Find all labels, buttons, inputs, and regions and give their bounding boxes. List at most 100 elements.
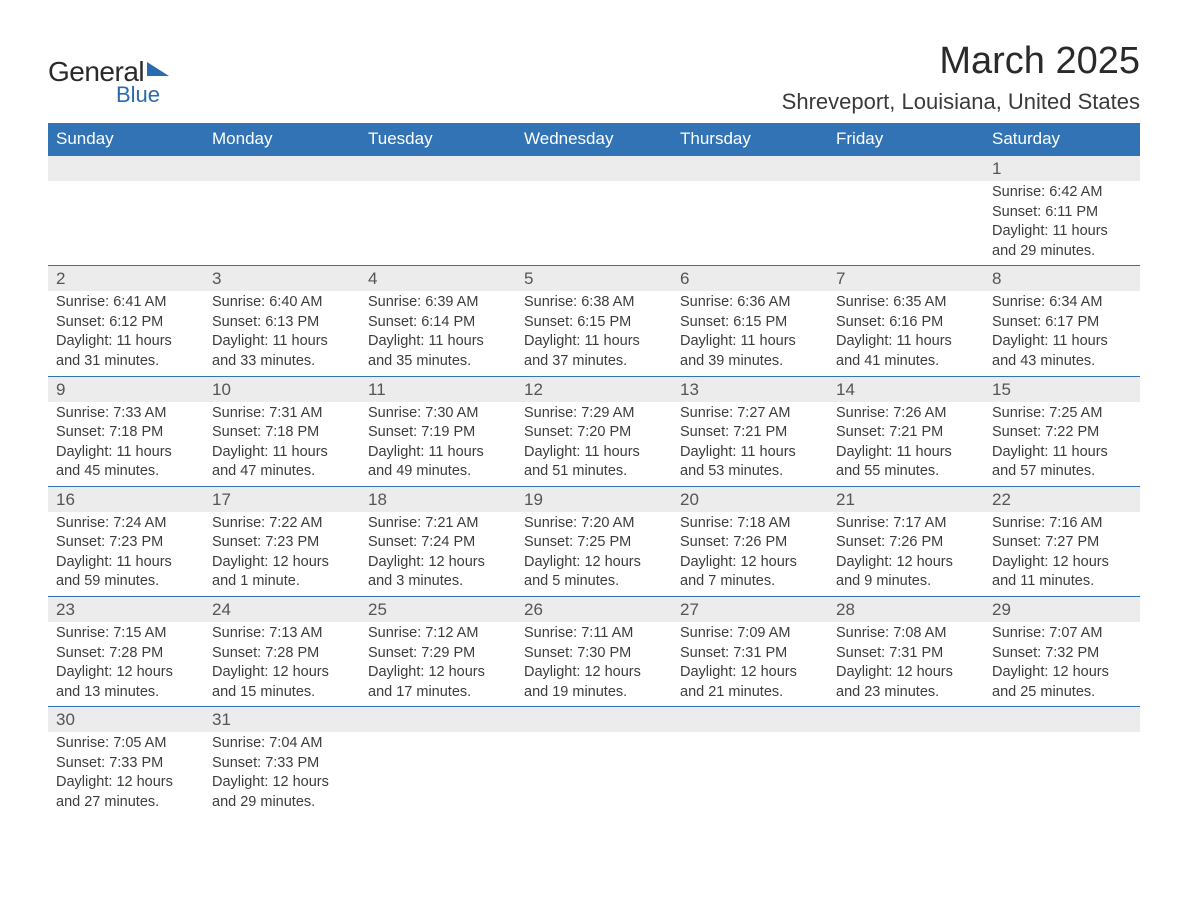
day-detail-cell: Sunrise: 7:33 AMSunset: 7:18 PMDaylight:… <box>48 402 204 487</box>
sunrise-text: Sunrise: 7:09 AM <box>680 624 820 644</box>
day-detail-cell: Sunrise: 6:38 AMSunset: 6:15 PMDaylight:… <box>516 291 672 376</box>
daylight-text: and 29 minutes. <box>212 793 352 813</box>
sunrise-text: Sunrise: 6:41 AM <box>56 293 196 313</box>
day-number-cell: 26 <box>516 597 672 623</box>
sunrise-text: Sunrise: 7:30 AM <box>368 404 508 424</box>
weekday-header: Thursday <box>672 123 828 156</box>
day-detail-cell: Sunrise: 7:08 AMSunset: 7:31 PMDaylight:… <box>828 622 984 707</box>
day-detail-cell: Sunrise: 7:15 AMSunset: 7:28 PMDaylight:… <box>48 622 204 707</box>
detail-row: Sunrise: 7:33 AMSunset: 7:18 PMDaylight:… <box>48 402 1140 487</box>
daylight-text: and 31 minutes. <box>56 352 196 372</box>
day-number-cell <box>360 707 516 733</box>
daylight-text: Daylight: 11 hours <box>992 332 1132 352</box>
sunset-text: Sunset: 7:21 PM <box>680 423 820 443</box>
daylight-text: Daylight: 11 hours <box>992 443 1132 463</box>
daylight-text: Daylight: 12 hours <box>836 663 976 683</box>
sunrise-text: Sunrise: 7:11 AM <box>524 624 664 644</box>
daylight-text: Daylight: 12 hours <box>212 773 352 793</box>
day-detail-cell <box>516 181 672 266</box>
sunset-text: Sunset: 7:26 PM <box>836 533 976 553</box>
daylight-text: Daylight: 12 hours <box>368 553 508 573</box>
day-number-cell: 10 <box>204 376 360 402</box>
daylight-text: and 3 minutes. <box>368 572 508 592</box>
day-number-cell: 22 <box>984 486 1140 512</box>
sunrise-text: Sunrise: 7:15 AM <box>56 624 196 644</box>
day-detail-cell <box>828 181 984 266</box>
sunrise-text: Sunrise: 6:39 AM <box>368 293 508 313</box>
day-number-cell: 20 <box>672 486 828 512</box>
sunrise-text: Sunrise: 7:29 AM <box>524 404 664 424</box>
sunrise-text: Sunrise: 6:38 AM <box>524 293 664 313</box>
sunset-text: Sunset: 6:17 PM <box>992 313 1132 333</box>
sunset-text: Sunset: 6:11 PM <box>992 203 1132 223</box>
day-detail-cell: Sunrise: 7:31 AMSunset: 7:18 PMDaylight:… <box>204 402 360 487</box>
sunrise-text: Sunrise: 6:40 AM <box>212 293 352 313</box>
day-number-cell: 31 <box>204 707 360 733</box>
daylight-text: and 39 minutes. <box>680 352 820 372</box>
sunset-text: Sunset: 7:31 PM <box>836 644 976 664</box>
day-number-cell <box>516 156 672 182</box>
weekday-header: Wednesday <box>516 123 672 156</box>
day-detail-cell: Sunrise: 6:35 AMSunset: 6:16 PMDaylight:… <box>828 291 984 376</box>
daylight-text: and 27 minutes. <box>56 793 196 813</box>
daylight-text: and 35 minutes. <box>368 352 508 372</box>
daylight-text: and 41 minutes. <box>836 352 976 372</box>
day-number-cell: 16 <box>48 486 204 512</box>
sunrise-text: Sunrise: 7:31 AM <box>212 404 352 424</box>
day-detail-cell: Sunrise: 7:29 AMSunset: 7:20 PMDaylight:… <box>516 402 672 487</box>
day-detail-cell: Sunrise: 6:41 AMSunset: 6:12 PMDaylight:… <box>48 291 204 376</box>
day-number-cell: 14 <box>828 376 984 402</box>
sunrise-text: Sunrise: 7:33 AM <box>56 404 196 424</box>
daylight-text: Daylight: 11 hours <box>56 553 196 573</box>
weekday-header: Saturday <box>984 123 1140 156</box>
daylight-text: and 47 minutes. <box>212 462 352 482</box>
day-detail-cell: Sunrise: 7:04 AMSunset: 7:33 PMDaylight:… <box>204 732 360 816</box>
daylight-text: Daylight: 11 hours <box>836 443 976 463</box>
day-number-cell: 3 <box>204 266 360 292</box>
daylight-text: and 53 minutes. <box>680 462 820 482</box>
day-detail-cell: Sunrise: 7:22 AMSunset: 7:23 PMDaylight:… <box>204 512 360 597</box>
sunrise-text: Sunrise: 7:05 AM <box>56 734 196 754</box>
calendar-table: Sunday Monday Tuesday Wednesday Thursday… <box>48 123 1140 817</box>
day-number-cell: 25 <box>360 597 516 623</box>
location: Shreveport, Louisiana, United States <box>782 89 1140 115</box>
sunrise-text: Sunrise: 7:24 AM <box>56 514 196 534</box>
sunrise-text: Sunrise: 7:26 AM <box>836 404 976 424</box>
logo: General Blue <box>48 56 169 108</box>
daylight-text: and 55 minutes. <box>836 462 976 482</box>
daylight-text: Daylight: 12 hours <box>992 553 1132 573</box>
sunrise-text: Sunrise: 7:27 AM <box>680 404 820 424</box>
sunrise-text: Sunrise: 6:42 AM <box>992 183 1132 203</box>
day-number-cell: 15 <box>984 376 1140 402</box>
daylight-text: and 1 minute. <box>212 572 352 592</box>
day-number-cell: 27 <box>672 597 828 623</box>
detail-row: Sunrise: 7:05 AMSunset: 7:33 PMDaylight:… <box>48 732 1140 816</box>
sunrise-text: Sunrise: 7:08 AM <box>836 624 976 644</box>
day-number-cell: 13 <box>672 376 828 402</box>
daylight-text: Daylight: 11 hours <box>368 443 508 463</box>
sunset-text: Sunset: 7:23 PM <box>56 533 196 553</box>
day-detail-cell: Sunrise: 6:39 AMSunset: 6:14 PMDaylight:… <box>360 291 516 376</box>
sunrise-text: Sunrise: 7:07 AM <box>992 624 1132 644</box>
sunset-text: Sunset: 7:24 PM <box>368 533 508 553</box>
weekday-header: Tuesday <box>360 123 516 156</box>
day-detail-cell <box>360 732 516 816</box>
sunset-text: Sunset: 7:28 PM <box>56 644 196 664</box>
detail-row: Sunrise: 7:24 AMSunset: 7:23 PMDaylight:… <box>48 512 1140 597</box>
daylight-text: and 5 minutes. <box>524 572 664 592</box>
day-number-cell <box>48 156 204 182</box>
daylight-text: Daylight: 11 hours <box>212 332 352 352</box>
day-number-cell: 12 <box>516 376 672 402</box>
sunset-text: Sunset: 6:16 PM <box>836 313 976 333</box>
day-number-cell: 6 <box>672 266 828 292</box>
daylight-text: Daylight: 12 hours <box>368 663 508 683</box>
daylight-text: and 21 minutes. <box>680 683 820 703</box>
day-detail-cell: Sunrise: 7:21 AMSunset: 7:24 PMDaylight:… <box>360 512 516 597</box>
sunrise-text: Sunrise: 7:25 AM <box>992 404 1132 424</box>
daylight-text: Daylight: 12 hours <box>56 663 196 683</box>
daylight-text: and 17 minutes. <box>368 683 508 703</box>
day-detail-cell: Sunrise: 7:05 AMSunset: 7:33 PMDaylight:… <box>48 732 204 816</box>
day-number-cell <box>984 707 1140 733</box>
sunrise-text: Sunrise: 7:16 AM <box>992 514 1132 534</box>
daynum-row: 16171819202122 <box>48 486 1140 512</box>
